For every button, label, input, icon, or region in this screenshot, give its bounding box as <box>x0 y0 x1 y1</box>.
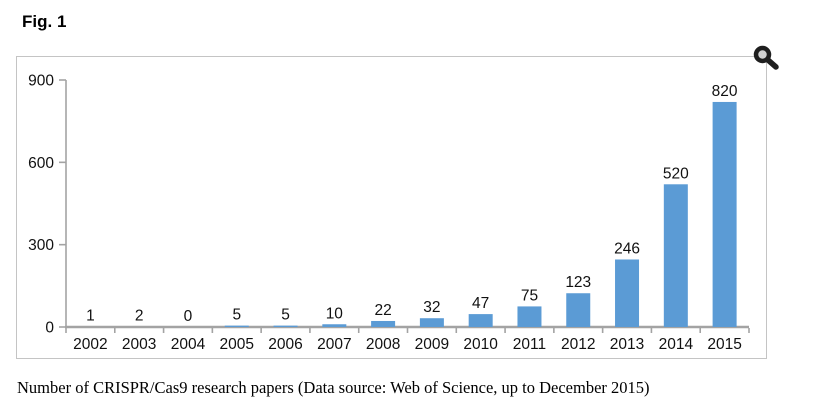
bar-2011 <box>517 306 542 327</box>
x-tick-label: 2008 <box>366 336 400 353</box>
bar-value-label: 246 <box>614 240 640 257</box>
figure-caption: Number of CRISPR/Cas9 research papers (D… <box>17 378 650 397</box>
x-tick-label: 2014 <box>659 336 694 353</box>
figure-label: Fig. 1 <box>22 12 67 31</box>
bar-value-label: 0 <box>184 308 193 325</box>
bar-value-label: 123 <box>565 274 591 291</box>
bar-2008 <box>371 320 396 327</box>
x-tick-label: 2004 <box>171 336 206 353</box>
magnifier-lens <box>753 45 772 64</box>
x-tick-label: 2006 <box>268 336 302 353</box>
bar-value-label: 10 <box>326 305 344 322</box>
bar-value-label: 32 <box>423 299 440 316</box>
x-tick-label: 2012 <box>561 336 595 353</box>
bar-2013 <box>615 259 640 327</box>
bar-2005 <box>224 325 249 327</box>
magnifier-glyph <box>753 45 779 70</box>
bar-2012 <box>566 293 591 327</box>
x-tick-label: 2013 <box>610 336 644 353</box>
bar-value-label: 520 <box>663 165 689 182</box>
magnifier-handle <box>765 57 779 70</box>
magnifier-zoom-icon[interactable] <box>751 43 781 73</box>
y-tick-label: 300 <box>28 237 54 254</box>
bar-value-label: 820 <box>712 83 738 100</box>
bar-2014 <box>663 184 688 327</box>
bar-value-label: 47 <box>472 295 489 312</box>
x-tick-label: 2005 <box>220 336 254 353</box>
chart-panel: 0 300 600 900 1 2002 2 2003 0 2004 5 2005 5 2006 10 200… <box>16 45 779 359</box>
bar-chart: 0 300 600 900 1 2002 2 2003 0 2004 5 2005 5 2006 10 200… <box>28 73 750 353</box>
bar-value-label: 75 <box>521 287 538 304</box>
x-tick-label: 2007 <box>317 336 351 353</box>
bar-2015 <box>712 101 737 327</box>
y-tick-label: 900 <box>28 73 54 90</box>
y-tick-label: 600 <box>28 155 54 172</box>
x-tick-label: 2002 <box>73 336 107 353</box>
bar-value-label: 1 <box>86 308 95 325</box>
bar-value-label: 22 <box>374 302 391 319</box>
bar-2007 <box>322 324 347 327</box>
y-tick-label: 0 <box>45 320 54 337</box>
bar-2006 <box>273 325 298 327</box>
bar-value-label: 5 <box>281 307 290 324</box>
x-tick-label: 2015 <box>707 336 741 353</box>
bar-2009 <box>419 318 444 327</box>
x-tick-label: 2003 <box>122 336 156 353</box>
x-tick-label: 2010 <box>463 336 498 353</box>
bar-value-label: 5 <box>232 307 241 324</box>
x-tick-label: 2009 <box>415 336 449 353</box>
bar-value-label: 2 <box>135 307 144 324</box>
bar-2010 <box>468 314 493 327</box>
x-tick-label: 2011 <box>513 336 546 353</box>
